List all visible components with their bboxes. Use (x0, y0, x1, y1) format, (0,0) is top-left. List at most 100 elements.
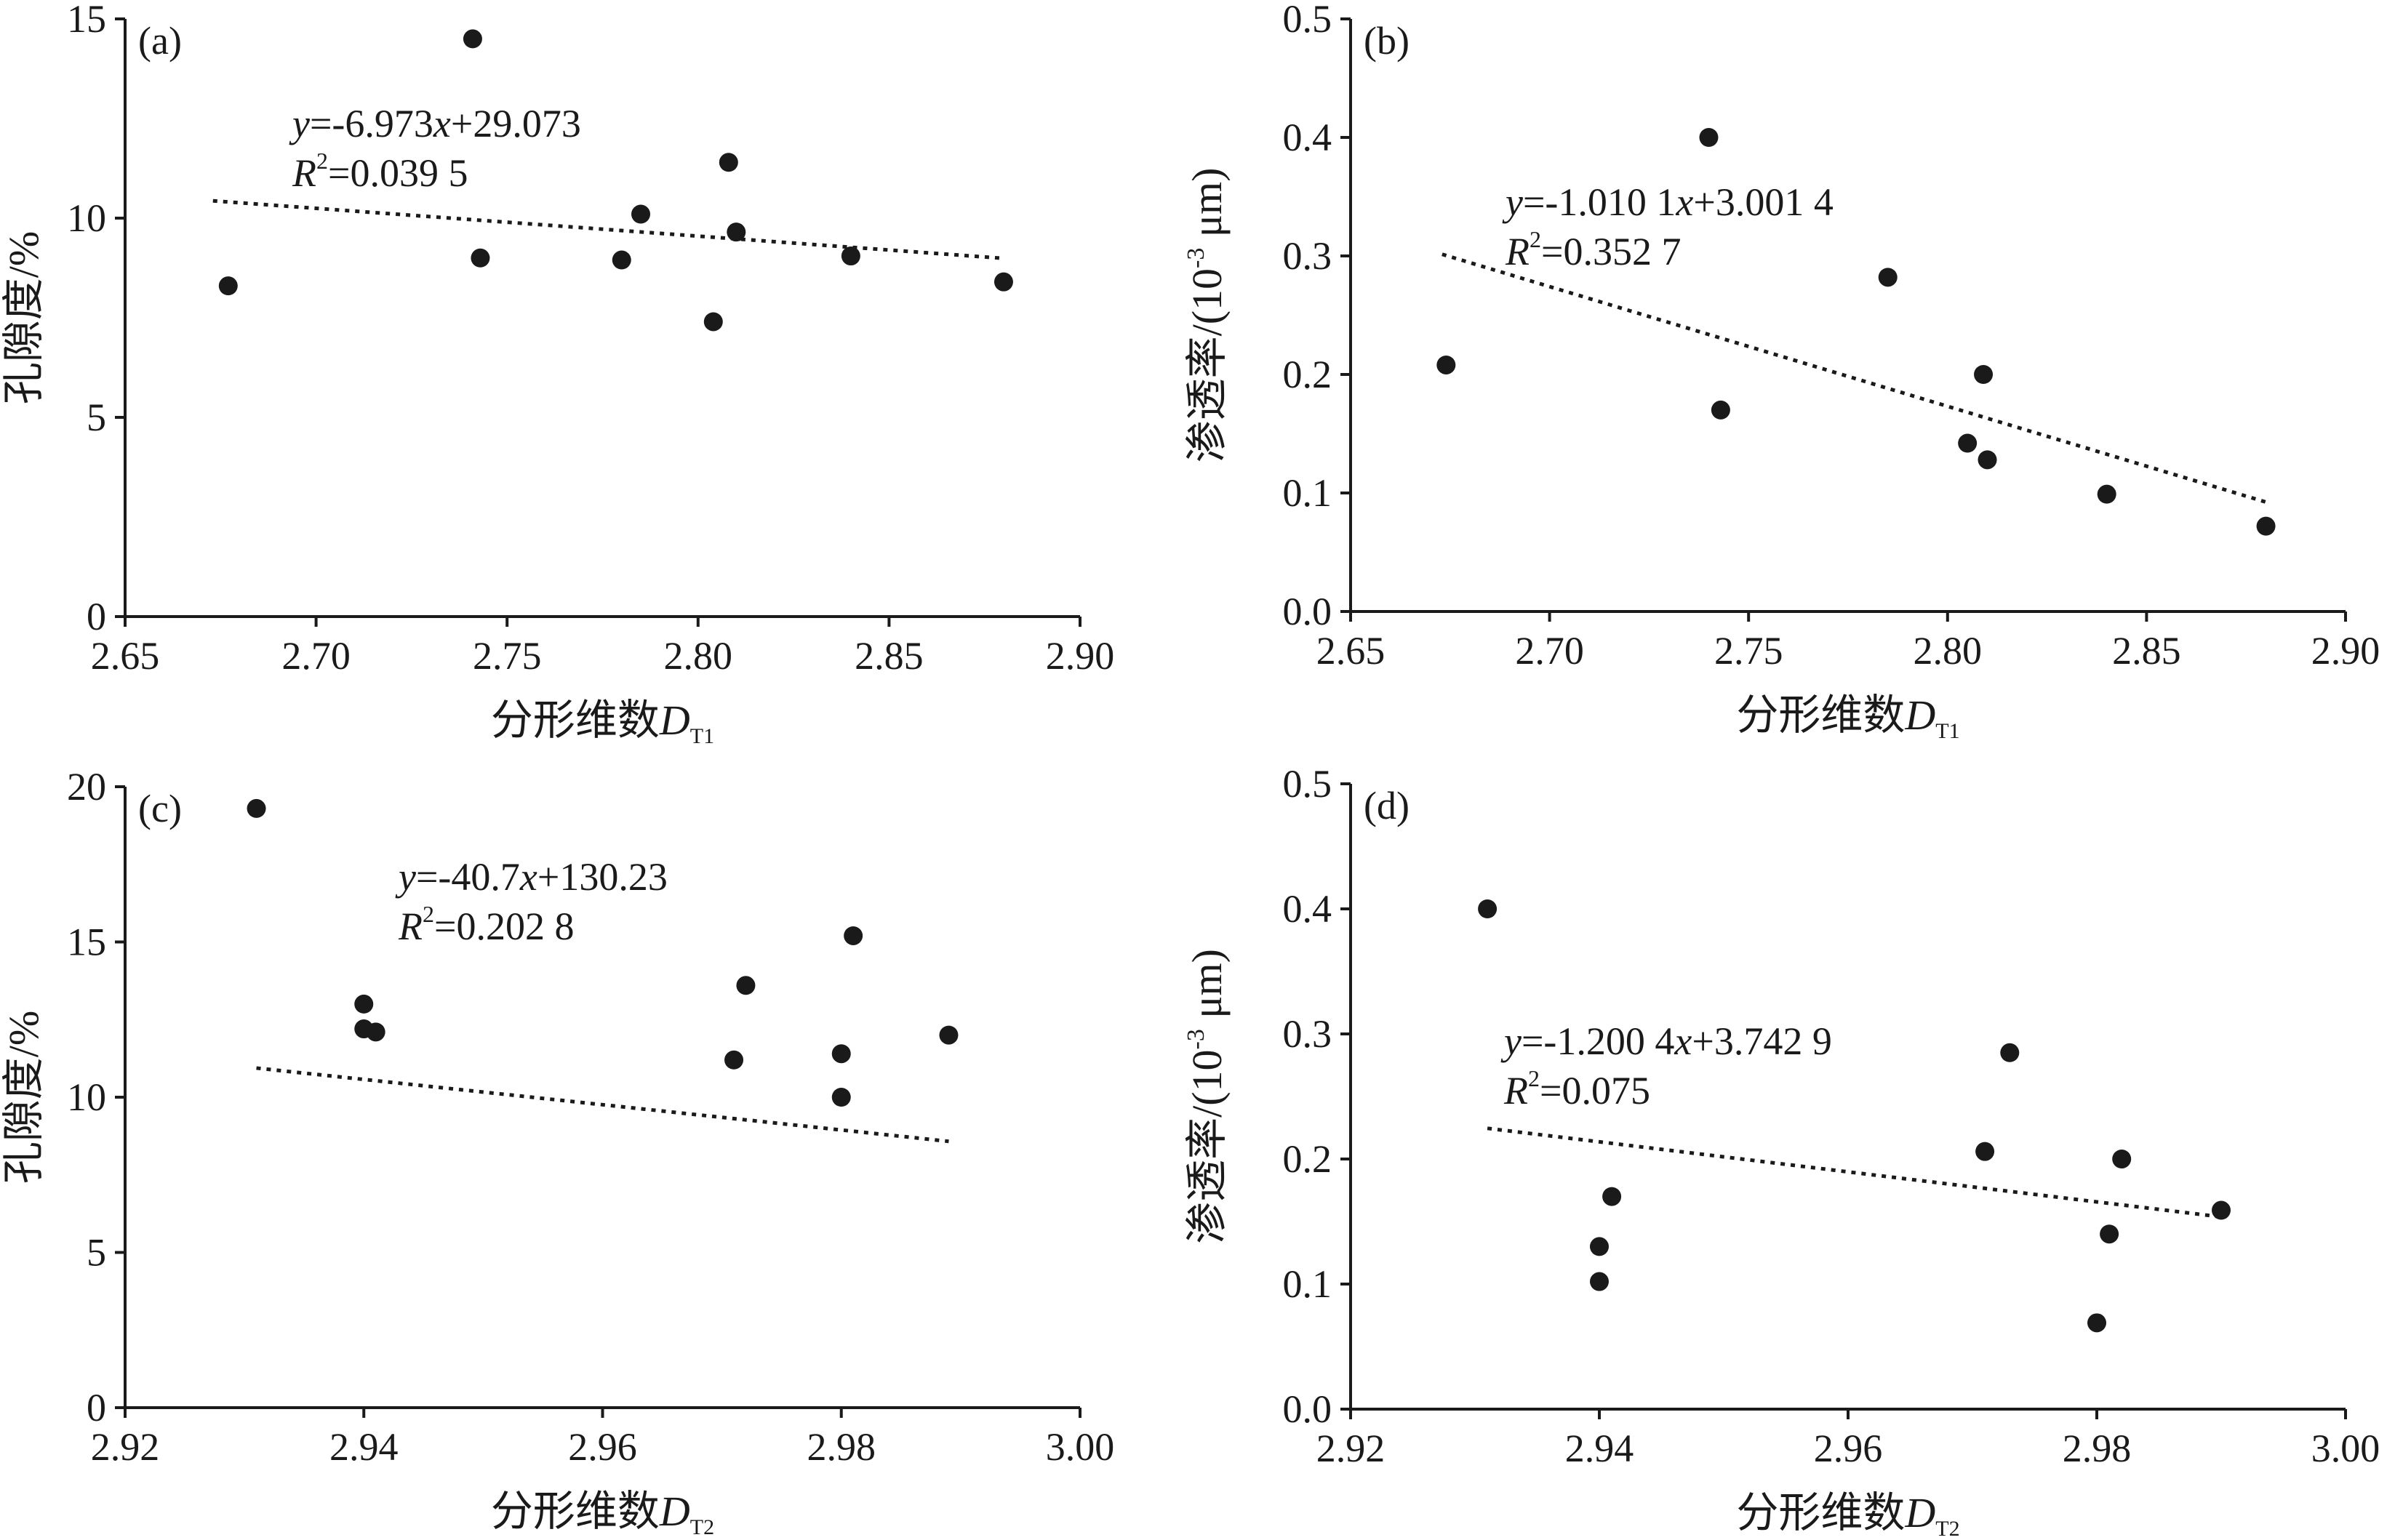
axes-frame-a (124, 19, 1080, 618)
data-point (1878, 268, 1898, 287)
r-squared-b: R2=0.352 7 (1505, 226, 1681, 273)
data-point (2256, 516, 2276, 536)
y-axis-title: 孔隙度/% (0, 1011, 47, 1184)
y-tick-label: 0.2 (1283, 353, 1332, 396)
r-squared-a: R2=0.039 5 (292, 148, 468, 195)
panel-label-d: (d) (1364, 784, 1410, 827)
data-point (471, 248, 490, 268)
y-tick-label: 20 (67, 765, 106, 809)
data-point (703, 312, 723, 332)
y-tick-label: 0.2 (1283, 1137, 1332, 1181)
x-tick-label: 3.00 (1046, 1425, 1115, 1469)
x-tick-label: 3.00 (2311, 1427, 2380, 1470)
y-tick-label: 0.4 (1283, 116, 1332, 159)
data-point (631, 204, 651, 224)
axes-frame-d (1349, 784, 2346, 1411)
y-tick-label: 0.3 (1283, 1012, 1332, 1056)
x-axis-title: 分形维数DT1 (1736, 691, 1959, 743)
regression-equation-d: y=-1.200 4x+3.742 9 (1500, 1019, 1832, 1063)
data-point (218, 276, 238, 296)
y-tick-label: 10 (67, 196, 106, 240)
chart-panel-b: 2.65 2.70 2.75 2.80 2.85 2.90 0.0 0.1 0.2 0.3 0.4 0… (1183, 0, 2380, 743)
data-point (1711, 400, 1730, 420)
x-tick-label: 2.85 (855, 634, 924, 678)
y-tick-label: 0.3 (1283, 234, 1332, 278)
x-tick-label: 2.80 (664, 634, 733, 678)
data-point (1978, 450, 1997, 470)
x-axis-title: 分形维数DT2 (1736, 1489, 1959, 1540)
y-tick-label: 15 (67, 0, 106, 41)
data-point (727, 222, 746, 242)
data-point (1958, 433, 1978, 453)
x-tick-label: 2.85 (2112, 629, 2181, 673)
y-tick-label: 0.1 (1283, 1262, 1332, 1306)
data-point (1602, 1187, 1622, 1206)
y-tick-label: 0 (87, 595, 106, 638)
data-point (366, 1022, 385, 1042)
data-point (1436, 355, 1456, 374)
y-axis-title: 渗透率/(10-3 μm) (1183, 168, 1231, 463)
x-tick-label: 2.90 (2311, 629, 2380, 673)
data-point (1478, 899, 1498, 918)
y-tick-label: 5 (87, 396, 106, 439)
trend-line-b (1442, 252, 2267, 504)
regression-equation-a: y=-6.973x+29.073 (289, 102, 581, 145)
y-tick-label: 0.4 (1283, 887, 1332, 931)
axes-frame-b (1349, 19, 2346, 613)
panel-label-a: (a) (138, 19, 182, 63)
x-tick-label: 2.70 (1515, 629, 1584, 673)
y-tick-label: 0.5 (1283, 0, 1332, 41)
x-tick-label: 2.75 (473, 634, 542, 678)
data-point (1699, 128, 1719, 147)
chart-panel-a: 2.65 2.70 2.75 2.80 2.85 2.90 0 5 10 15 (a) 分形维数DT1… (0, 0, 1114, 748)
x-tick-label: 2.98 (2063, 1427, 2132, 1470)
chart-panel-d: 2.92 2.94 2.96 2.98 3.00 0.0 0.1 0.2 0.3 0.4 0.5 (d… (1183, 762, 2380, 1540)
panel-label-b: (b) (1364, 19, 1410, 63)
data-point (612, 250, 631, 270)
regression-equation-b: y=-1.010 1x+3.001 4 (1502, 180, 1834, 224)
data-point (993, 272, 1013, 292)
x-tick-label: 2.75 (1714, 629, 1783, 673)
x-axis-title: 分形维数DT1 (491, 697, 714, 748)
data-point (1590, 1272, 1609, 1291)
data-point (2112, 1150, 2132, 1168)
y-tick-label: 0.0 (1283, 1387, 1332, 1431)
y-tick-label: 0.5 (1283, 762, 1332, 806)
y-axis-title: 渗透率/(10-3 μm) (1183, 949, 1231, 1244)
r-squared-c: R2=0.202 8 (398, 901, 574, 948)
data-point (2000, 1043, 2020, 1062)
data-point (247, 798, 266, 818)
trend-line-c (256, 1066, 949, 1144)
data-point (844, 926, 863, 945)
y-tick-label: 15 (67, 921, 106, 964)
y-tick-label: 0 (87, 1386, 106, 1429)
data-point (719, 153, 738, 172)
data-point (841, 246, 860, 266)
data-point (1975, 1142, 1995, 1161)
r-squared-d: R2=0.075 (1503, 1065, 1650, 1112)
data-point (724, 1050, 744, 1070)
data-point (2087, 1313, 2106, 1333)
data-point (831, 1044, 851, 1064)
data-point (2100, 1224, 2119, 1244)
x-tick-label: 2.65 (1316, 629, 1386, 673)
y-tick-label: 10 (67, 1075, 106, 1119)
x-tick-label: 2.80 (1914, 629, 1983, 673)
x-tick-label: 2.92 (1316, 1427, 1386, 1470)
data-point (2212, 1200, 2231, 1220)
x-tick-label: 2.70 (281, 634, 351, 678)
y-axis-title: 孔隙度/% (0, 231, 47, 404)
x-tick-label: 2.96 (568, 1425, 637, 1469)
y-tick-label: 0.0 (1283, 590, 1332, 633)
x-tick-label: 2.96 (1814, 1427, 1883, 1470)
y-tick-label: 0.1 (1283, 471, 1332, 515)
regression-equation-c: y=-40.7x+130.23 (395, 855, 668, 899)
data-point (939, 1025, 959, 1045)
data-point (463, 29, 482, 49)
data-point (1590, 1237, 1609, 1256)
panel-label-c: (c) (138, 787, 182, 830)
x-tick-label: 2.90 (1046, 634, 1115, 678)
x-tick-label: 2.94 (329, 1425, 399, 1469)
data-point (2097, 484, 2116, 504)
